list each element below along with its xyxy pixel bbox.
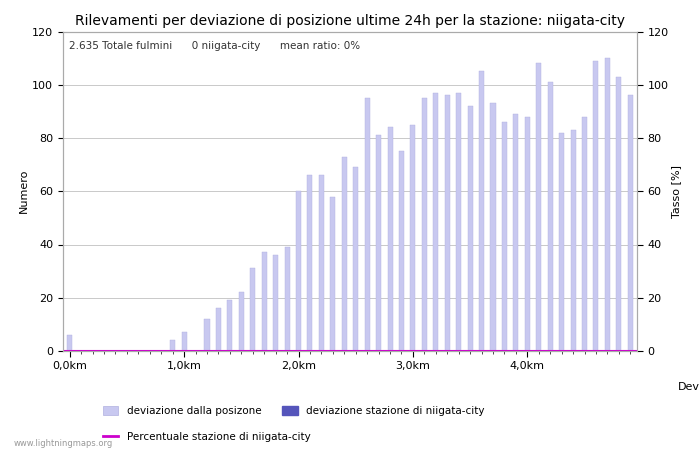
Title: Rilevamenti per deviazione di posizione ultime 24h per la stazione: niigata-city: Rilevamenti per deviazione di posizione …	[75, 14, 625, 27]
Bar	[365, 98, 370, 351]
Bar	[376, 135, 381, 351]
Bar	[491, 104, 496, 351]
Bar	[570, 130, 575, 351]
Bar	[262, 252, 267, 351]
Bar	[388, 127, 393, 351]
Bar	[410, 125, 415, 351]
Bar	[468, 106, 472, 351]
Bar	[204, 319, 209, 351]
Bar	[307, 176, 312, 351]
Bar	[536, 63, 541, 351]
Bar	[216, 308, 221, 351]
Bar	[399, 151, 404, 351]
Bar	[67, 335, 72, 351]
Bar	[296, 191, 301, 351]
Bar	[319, 176, 324, 351]
Text: Deviazioni: Deviazioni	[678, 382, 700, 392]
Text: www.lightningmaps.org: www.lightningmaps.org	[14, 438, 113, 447]
Bar	[456, 93, 461, 351]
Bar	[559, 133, 564, 351]
Bar	[616, 77, 622, 351]
Text: 2.635 Totale fulmini      0 niigata-city      mean ratio: 0%: 2.635 Totale fulmini 0 niigata-city mean…	[69, 41, 360, 51]
Bar	[525, 117, 530, 351]
Y-axis label: Tasso [%]: Tasso [%]	[671, 165, 681, 218]
Bar	[582, 117, 587, 351]
Bar	[502, 122, 507, 351]
Bar	[433, 93, 438, 351]
Bar	[479, 72, 484, 351]
Bar	[342, 157, 346, 351]
Bar	[628, 95, 633, 351]
Bar	[330, 197, 335, 351]
Legend: Percentuale stazione di niigata-city: Percentuale stazione di niigata-city	[103, 432, 310, 441]
Bar	[239, 292, 244, 351]
Bar	[594, 61, 598, 351]
Bar	[250, 269, 255, 351]
Bar	[170, 340, 175, 351]
Bar	[273, 255, 278, 351]
Bar	[444, 95, 450, 351]
Bar	[547, 82, 553, 351]
Bar	[181, 333, 187, 351]
Bar	[422, 98, 427, 351]
Bar	[285, 247, 290, 351]
Bar	[605, 58, 610, 351]
Bar	[354, 167, 358, 351]
Y-axis label: Numero: Numero	[20, 169, 29, 213]
Bar	[513, 114, 519, 351]
Bar	[228, 301, 232, 351]
